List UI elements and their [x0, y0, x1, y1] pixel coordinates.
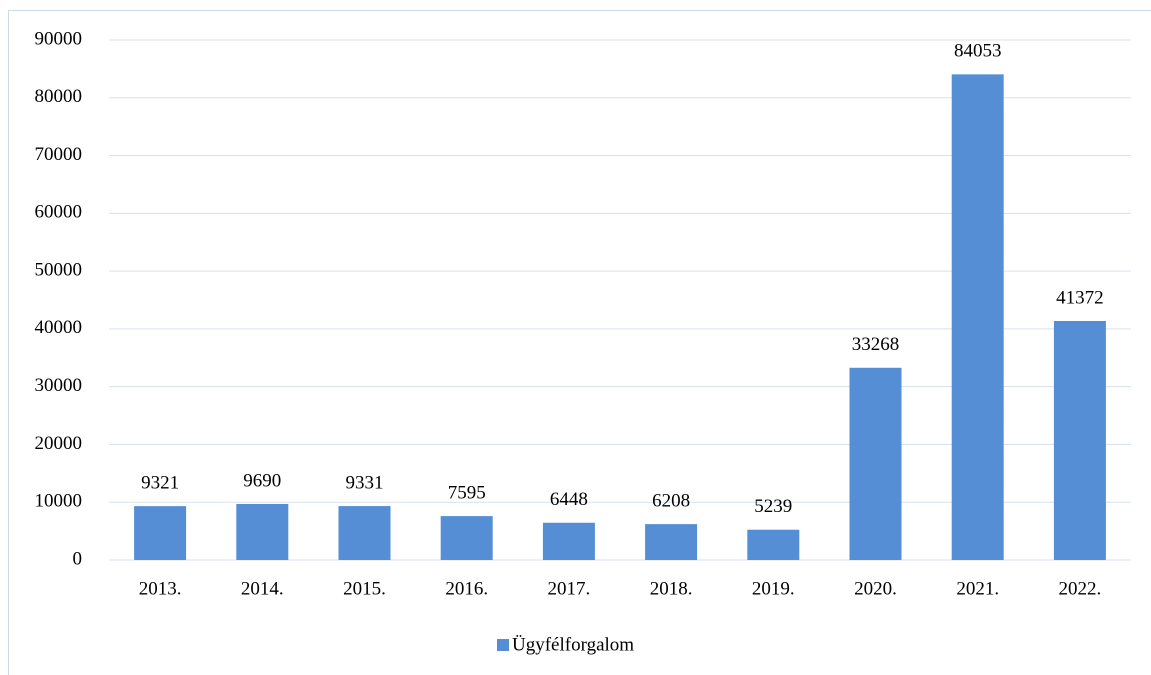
bar [849, 367, 902, 560]
y-tick-label: 50000 [35, 259, 83, 280]
x-tick-label: 2021. [956, 578, 999, 599]
bar [338, 506, 391, 560]
y-tick-label: 40000 [35, 317, 83, 338]
x-tick-label: 2022. [1059, 578, 1102, 599]
bar [1053, 320, 1106, 560]
y-tick-label: 20000 [35, 433, 83, 454]
bar [645, 524, 698, 560]
data-label: 7595 [448, 482, 486, 503]
x-tick-label: 2013. [139, 578, 182, 599]
x-tick-label: 2017. [548, 578, 591, 599]
data-label: 33268 [852, 334, 900, 355]
x-tick-label: 2020. [854, 578, 897, 599]
bar [134, 506, 187, 560]
x-tick-label: 2018. [650, 578, 693, 599]
bar [747, 529, 800, 560]
bar [236, 504, 289, 560]
x-tick-label: 2019. [752, 578, 795, 599]
data-label: 9321 [141, 473, 179, 494]
y-tick-label: 80000 [35, 86, 83, 107]
x-tick-label: 2014. [241, 578, 284, 599]
bar [951, 74, 1004, 560]
y-tick-label: 30000 [35, 375, 83, 396]
data-label: 41372 [1056, 287, 1104, 308]
y-tick-label: 60000 [35, 202, 83, 223]
x-tick-label: 2015. [343, 578, 386, 599]
legend-swatch [497, 639, 509, 651]
y-tick-label: 10000 [35, 491, 83, 512]
y-tick-label: 70000 [35, 144, 83, 165]
x-tick-label: 2016. [445, 578, 488, 599]
bar [542, 522, 595, 560]
data-label: 84053 [954, 41, 1002, 62]
y-tick-label: 0 [73, 548, 83, 569]
legend-label: Ügyfélforgalom [512, 634, 634, 655]
y-tick-label: 90000 [35, 28, 83, 49]
data-label: 9690 [243, 470, 281, 491]
chart-border [8, 10, 1151, 675]
bar [440, 516, 493, 560]
data-label: 9331 [346, 472, 384, 493]
data-label: 5239 [754, 496, 792, 517]
data-label: 6208 [652, 490, 690, 511]
data-label: 6448 [550, 489, 588, 510]
